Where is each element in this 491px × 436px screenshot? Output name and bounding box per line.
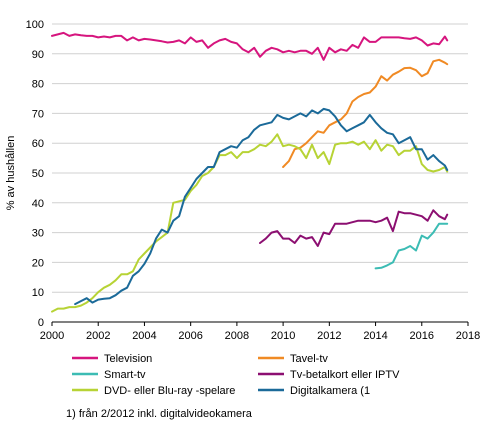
legend-label: Digitalkamera (1: [290, 385, 370, 397]
y-tick-label: 30: [32, 228, 44, 240]
x-tick-label: 2010: [271, 330, 295, 342]
x-tick-label: 2006: [178, 330, 202, 342]
x-axis-ticks: 2000 2002 2004 2006 2008 2010 2012 2014 2016 2018: [40, 322, 480, 342]
y-tick-label: 0: [38, 317, 44, 329]
series-line: [51, 31, 449, 61]
y-tick-label: 100: [26, 19, 44, 31]
legend-label: Smart-tv: [104, 369, 146, 381]
legend-label: DVD- eller Blu-ray -spelare: [104, 385, 235, 397]
y-tick-label: 40: [32, 198, 44, 210]
grid: [52, 23, 468, 293]
series-line: [74, 107, 449, 306]
x-tick-label: 2002: [86, 330, 110, 342]
legend-label: Tv-betalkort eller IPTV: [290, 369, 400, 381]
series-line: [259, 209, 449, 247]
y-tick-label: 10: [32, 287, 44, 299]
x-tick-label: 2000: [40, 330, 64, 342]
x-tick-label: 2014: [363, 330, 387, 342]
x-tick-label: 2004: [132, 330, 156, 342]
legend-label: Television: [104, 353, 152, 365]
y-tick-label: 90: [32, 49, 44, 61]
series-layer: [51, 31, 449, 313]
series-line: [374, 222, 449, 270]
x-tick-label: 2012: [317, 330, 341, 342]
y-tick-label: 60: [32, 138, 44, 150]
y-axis-title: % av hushållen: [5, 136, 17, 211]
y-tick-label: 50: [32, 168, 44, 180]
y-tick-label: 80: [32, 79, 44, 91]
x-tick-label: 2016: [410, 330, 434, 342]
legend-label: Tavel-tv: [290, 353, 328, 365]
y-axis-ticks: 0 10 20 30 40 50 60 70 80 90 100: [26, 19, 44, 329]
footnote: 1) från 2/2012 inkl. digitalvideokamera: [66, 408, 252, 420]
x-tick-label: 2018: [456, 330, 480, 342]
legend: Television Tavel-tv Smart-tv Tv-betalkort e…: [72, 353, 400, 397]
series-line: [282, 58, 449, 168]
axes: 2000 2002 2004 2006 2008 2010 2012 2014 2016 2018…: [26, 19, 481, 342]
x-tick-label: 2008: [225, 330, 249, 342]
y-tick-label: 70: [32, 108, 44, 120]
series-line: [51, 133, 449, 313]
y-tick-label: 20: [32, 257, 44, 269]
